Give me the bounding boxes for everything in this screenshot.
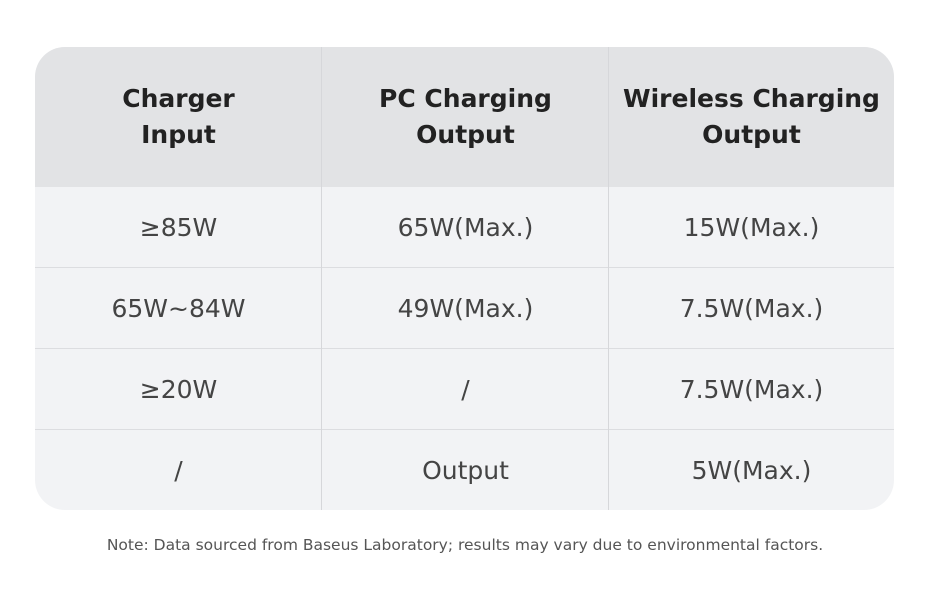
table-body: ≥85W 65W(Max.) 15W(Max.) 65W~84W 49W(Max…: [35, 187, 894, 510]
table-cell: 65W~84W: [111, 293, 246, 323]
table-cell: 49W(Max.): [397, 293, 534, 323]
table-row: / Output 5W(Max.): [35, 429, 894, 510]
table-cell: ≥85W: [139, 212, 218, 242]
table-cell: 5W(Max.): [691, 455, 812, 485]
table-cell: ≥20W: [139, 374, 218, 404]
column-divider: [608, 47, 609, 510]
table-cell: 7.5W(Max.): [679, 293, 824, 323]
table-cell: /: [461, 374, 470, 404]
footnote: Note: Data sourced from Baseus Laborator…: [106, 536, 824, 554]
table-cell: 7.5W(Max.): [679, 374, 824, 404]
table-header-row: Charger Input PC Charging Output Wireles…: [35, 47, 894, 187]
charging-table: Charger Input PC Charging Output Wireles…: [35, 47, 894, 510]
table-cell: /: [174, 455, 183, 485]
table-row: ≥85W 65W(Max.) 15W(Max.): [35, 187, 894, 267]
table-cell: 65W(Max.): [397, 212, 534, 242]
table-row: ≥20W / 7.5W(Max.): [35, 348, 894, 429]
table-cell: Output: [422, 455, 509, 485]
header-wireless-charging-output: Wireless Charging Output: [623, 84, 880, 149]
header-charger-input: Charger Input: [122, 84, 235, 149]
column-divider: [321, 47, 322, 510]
header-pc-charging-output: PC Charging Output: [379, 84, 552, 149]
table-cell: 15W(Max.): [683, 212, 820, 242]
table-row: 65W~84W 49W(Max.) 7.5W(Max.): [35, 267, 894, 348]
